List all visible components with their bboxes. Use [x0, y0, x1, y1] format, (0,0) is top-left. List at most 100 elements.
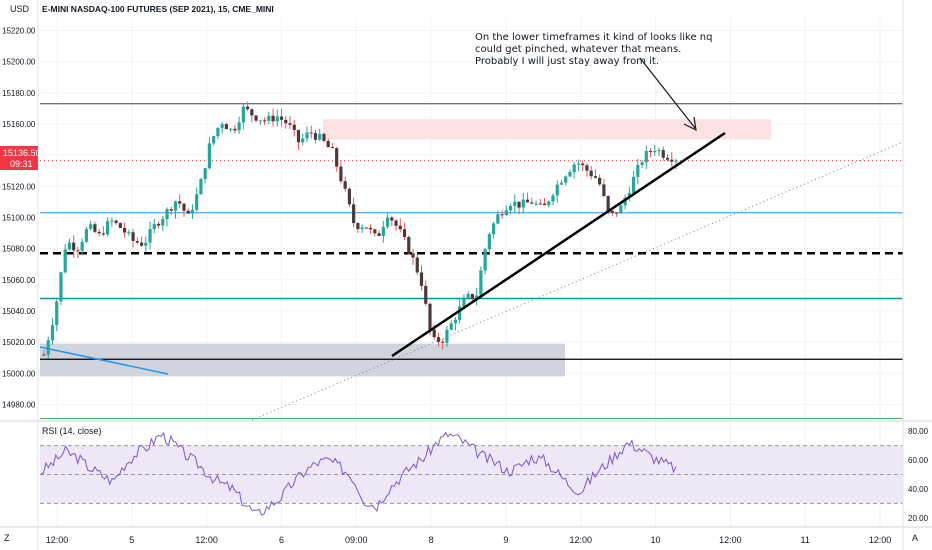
candle-body — [381, 226, 385, 236]
candle-body — [76, 250, 80, 252]
candle-body — [674, 160, 678, 162]
candle-body — [89, 224, 93, 229]
candle-body — [534, 203, 538, 205]
price-tick-label: 15100.00 — [2, 213, 36, 222]
candle-body — [347, 188, 351, 205]
candle-body — [458, 306, 462, 320]
candle-body — [114, 220, 118, 224]
candle-body — [59, 272, 63, 302]
candle-body — [648, 150, 653, 152]
demand-zone — [40, 343, 565, 377]
candle-body — [525, 199, 530, 203]
candle-body — [84, 228, 89, 242]
candle-body — [322, 133, 326, 141]
price-tick-label: 14980.00 — [2, 400, 36, 409]
candle-body — [186, 210, 190, 214]
candle-body — [394, 220, 398, 226]
candle-body — [513, 201, 517, 206]
rsi-line — [40, 431, 677, 516]
candle-body — [169, 209, 173, 211]
time-tick-label: 9 — [503, 535, 508, 545]
timezone-icon[interactable]: Z — [4, 533, 10, 543]
candle-body — [241, 106, 245, 123]
candle-body — [602, 184, 606, 197]
candle-body — [296, 130, 301, 143]
candle-body — [190, 209, 195, 214]
candle-body — [207, 143, 212, 169]
candle-body — [576, 163, 581, 165]
price-tick-label: 15180.00 — [2, 89, 36, 98]
candle-body — [305, 132, 309, 139]
candle-body — [492, 223, 496, 235]
candle-body — [229, 128, 233, 130]
price-tick-label: 15200.00 — [2, 58, 36, 67]
time-tick-label: 09:00 — [345, 535, 368, 545]
price-tick-label: 15120.00 — [2, 182, 36, 191]
candle-body — [343, 181, 347, 189]
rsi-tick-label: 20.00 — [908, 514, 929, 523]
auto-scale-icon[interactable]: A — [912, 533, 918, 543]
note-line-3: Probably I will just stay away from it. — [475, 56, 659, 67]
candle-body — [623, 197, 627, 206]
candle-body — [398, 225, 402, 230]
candle-body — [377, 233, 381, 236]
candle-body — [318, 133, 322, 140]
candle-body — [636, 164, 640, 177]
candle-body — [301, 138, 305, 143]
horizontal-levels — [40, 103, 903, 419]
candle-body — [330, 147, 335, 149]
candle-body — [369, 227, 373, 230]
time-tick-label: 12:00 — [869, 535, 892, 545]
candle-body — [504, 210, 508, 216]
time-tick-label: 11 — [801, 535, 810, 545]
candle-body — [220, 124, 224, 128]
candle-body — [131, 232, 135, 241]
last-price-tag — [0, 146, 38, 170]
candle-body — [483, 249, 487, 271]
price-tick-label: 15080.00 — [2, 245, 36, 254]
candle-body — [551, 195, 555, 202]
candle-body — [415, 257, 419, 273]
candle-body — [428, 303, 432, 330]
candle-body — [271, 115, 275, 122]
candle-body — [199, 179, 203, 195]
candle-body — [326, 140, 330, 148]
candle-body — [385, 217, 390, 227]
candle-body — [339, 166, 343, 182]
zones — [40, 119, 771, 377]
candle-body — [496, 214, 500, 224]
candle-body — [195, 194, 199, 210]
candle-body — [432, 329, 436, 338]
candle-body — [173, 201, 178, 211]
rsi-tick-label: 80.00 — [908, 427, 929, 436]
time-tick-label: 12:00 — [569, 535, 592, 545]
candle-body — [161, 219, 165, 226]
price-tick-label: 15000.00 — [2, 369, 36, 378]
candle-body — [72, 242, 76, 251]
candle-body — [670, 159, 674, 162]
supply-zone — [323, 119, 771, 140]
candle-body — [135, 240, 139, 243]
candle-body — [640, 162, 644, 165]
candle-body — [487, 234, 491, 250]
grid — [40, 18, 903, 527]
candle-body — [267, 115, 271, 121]
candle-body — [356, 223, 360, 230]
candle-body — [352, 204, 356, 224]
blue-trendline — [39, 346, 169, 375]
candle-body — [93, 224, 97, 232]
candle-body — [521, 199, 525, 208]
candle-body — [250, 109, 254, 116]
instrument-title: E-MINI NASDAQ-100 FUTURES (SEP 2021), 15… — [42, 4, 274, 14]
candle-body — [373, 229, 377, 234]
note-arrow — [639, 57, 697, 132]
candle-body — [216, 127, 220, 137]
price-tick-label: 15040.00 — [2, 307, 36, 316]
candle-body — [559, 182, 564, 185]
candle-body — [101, 233, 105, 235]
candle-body — [106, 221, 110, 235]
candle-body — [653, 151, 657, 153]
candle-body — [568, 171, 572, 177]
candle-body — [50, 325, 55, 341]
candle-body — [148, 229, 152, 243]
